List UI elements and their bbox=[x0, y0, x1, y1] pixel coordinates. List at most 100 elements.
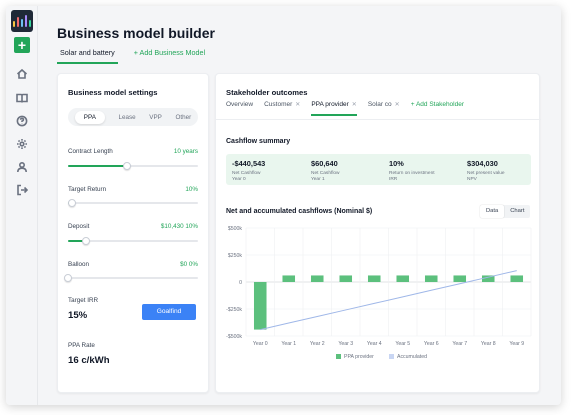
tab-customer[interactable]: Customer ✕ bbox=[264, 101, 300, 114]
cashflow-summary-title: Cashflow summary bbox=[226, 138, 291, 145]
tabs-divider bbox=[216, 119, 541, 120]
bar-ppa-provider bbox=[396, 275, 410, 282]
summary-label: Net Cashflow Year 0 bbox=[232, 171, 261, 182]
stakeholder-outcomes-card: Stakeholder outcomes Overview Customer ✕ … bbox=[215, 73, 541, 393]
tab-solar-co-label: Solar co bbox=[367, 101, 392, 108]
business-model-settings-card: Business model settings PPA Lease VPP Ot… bbox=[57, 73, 209, 393]
balloon-label: Balloon bbox=[68, 261, 90, 268]
nav-rail: + bbox=[6, 6, 38, 405]
close-icon[interactable]: ✕ bbox=[295, 102, 301, 108]
user-icon[interactable] bbox=[14, 159, 30, 175]
app-logo-icon[interactable] bbox=[11, 10, 33, 32]
target-irr-label: Target IRR bbox=[68, 297, 99, 304]
y-tick-label: -$500k bbox=[226, 334, 242, 340]
bar-ppa-provider bbox=[310, 275, 324, 282]
contract-length-value: 10 years bbox=[173, 148, 198, 155]
summary-value: $304,030 bbox=[467, 159, 498, 168]
deposit-value: $10,430 10% bbox=[160, 223, 198, 230]
book-icon[interactable] bbox=[14, 90, 30, 106]
tab-ppa-provider[interactable]: PPA provider ✕ bbox=[311, 101, 357, 116]
tab-solar-co[interactable]: Solar co ✕ bbox=[368, 101, 400, 114]
deposit-slider[interactable] bbox=[68, 237, 198, 245]
legend-swatch-ppa-provider bbox=[336, 354, 341, 359]
app-window: + Business model builder Solar and batte… bbox=[6, 6, 561, 405]
add-business-model-button[interactable]: + Add Business Model bbox=[133, 48, 206, 57]
view-data-button[interactable]: Data bbox=[480, 205, 505, 218]
help-icon[interactable] bbox=[14, 113, 30, 129]
y-tick-label: $500k bbox=[228, 226, 243, 232]
home-icon[interactable] bbox=[14, 66, 30, 82]
summary-irr: 10% Return on investment IRR bbox=[389, 159, 435, 183]
bar-ppa-provider bbox=[481, 275, 495, 282]
cashflow-chart: $500k $250k 0 -$250k -$500k Year 0 Year 1 Year … bbox=[226, 226, 532, 360]
goalfind-button[interactable]: Goalfind bbox=[142, 304, 196, 320]
x-tick-label: Year 2 bbox=[310, 341, 325, 347]
balloon-handle[interactable] bbox=[64, 274, 72, 282]
summary-label: Net Cashflow Year 1 bbox=[311, 171, 340, 182]
legend-swatch-accumulated bbox=[389, 354, 394, 359]
contract-length-slider[interactable] bbox=[68, 162, 198, 170]
target-return-label: Target Return bbox=[68, 186, 107, 193]
x-tick-label: Year 4 bbox=[367, 341, 382, 347]
summary-value: -$440,543 bbox=[232, 159, 266, 168]
model-option-lease[interactable]: Lease bbox=[118, 113, 136, 121]
contract-length-label: Contract Length bbox=[68, 148, 113, 155]
y-tick-label: $250k bbox=[228, 253, 243, 259]
bar-ppa-provider bbox=[424, 275, 438, 282]
model-option-ppa[interactable]: PPA bbox=[74, 110, 105, 124]
ppa-rate-label: PPA Rate bbox=[68, 342, 95, 349]
close-icon[interactable]: ✕ bbox=[394, 102, 400, 108]
legend-label-ppa-provider: PPA provider bbox=[344, 354, 374, 360]
close-icon[interactable]: ✕ bbox=[351, 102, 357, 108]
deposit-fill bbox=[68, 240, 87, 242]
target-return-value: 10% bbox=[185, 186, 198, 193]
tab-solar-and-battery[interactable]: Solar and battery bbox=[57, 48, 118, 64]
tab-customer-label: Customer bbox=[264, 101, 293, 108]
page-title: Business model builder bbox=[57, 25, 215, 41]
x-tick-label: Year 9 bbox=[509, 341, 524, 347]
contract-length-fill bbox=[68, 165, 127, 167]
x-tick-label: Year 8 bbox=[481, 341, 496, 347]
cashflow-summary: -$440,543 Net Cashflow Year 0 $60,640 Ne… bbox=[226, 154, 531, 185]
x-tick-label: Year 5 bbox=[395, 341, 410, 347]
bar-ppa-provider bbox=[510, 275, 524, 282]
tab-ppa-provider-label: PPA provider bbox=[311, 101, 349, 108]
summary-net-cashflow-year0: -$440,543 Net Cashflow Year 0 bbox=[232, 159, 265, 183]
target-return-handle[interactable] bbox=[67, 199, 76, 207]
stakeholder-tabs: Overview Customer ✕ PPA provider ✕ Solar c… bbox=[226, 101, 464, 119]
balloon-value: $0 0% bbox=[180, 261, 198, 268]
tab-overview[interactable]: Overview bbox=[226, 101, 253, 114]
view-chart-button[interactable]: Chart bbox=[510, 208, 525, 214]
view-toggle: Data Chart bbox=[480, 205, 531, 218]
summary-npv: $304,030 Net present value NPV bbox=[467, 159, 505, 183]
summary-value: 10% bbox=[389, 159, 404, 168]
logout-icon[interactable] bbox=[14, 182, 30, 198]
chart-title: Net and accumulated cashflows (Nominal $… bbox=[226, 208, 373, 215]
bar-ppa-provider bbox=[367, 275, 381, 282]
target-return-slider[interactable] bbox=[67, 199, 198, 207]
model-type-selector: PPA Lease VPP Other bbox=[68, 108, 198, 126]
ppa-rate-value: 16 c/kWh bbox=[68, 355, 110, 366]
bar-ppa-provider bbox=[453, 275, 467, 282]
summary-net-cashflow-year1: $60,640 Net Cashflow Year 1 bbox=[311, 159, 340, 183]
x-tick-label: Year 3 bbox=[338, 341, 353, 347]
y-tick-label: 0 bbox=[239, 280, 242, 286]
bar-ppa-provider bbox=[339, 275, 353, 282]
balloon-slider[interactable] bbox=[64, 274, 198, 282]
line-accumulated bbox=[260, 270, 517, 331]
x-tick-label: Year 0 bbox=[253, 341, 268, 347]
y-tick-label: -$250k bbox=[226, 307, 242, 313]
x-tick-label: Year 7 bbox=[452, 341, 467, 347]
summary-label: Net present value NPV bbox=[467, 171, 505, 182]
summary-value: $60,640 bbox=[311, 159, 338, 168]
model-option-other[interactable]: Other bbox=[175, 113, 192, 121]
deposit-label: Deposit bbox=[68, 223, 90, 230]
contract-length-handle[interactable] bbox=[122, 162, 131, 170]
summary-label: Return on investment IRR bbox=[389, 171, 435, 182]
add-stakeholder-button[interactable]: + Add Stakeholder bbox=[410, 101, 465, 108]
settings-icon[interactable] bbox=[14, 136, 30, 152]
add-icon[interactable]: + bbox=[14, 37, 30, 53]
model-option-vpp[interactable]: VPP bbox=[149, 113, 162, 121]
legend-label-accumulated: Accumulated bbox=[397, 354, 427, 360]
deposit-handle[interactable] bbox=[82, 237, 91, 245]
